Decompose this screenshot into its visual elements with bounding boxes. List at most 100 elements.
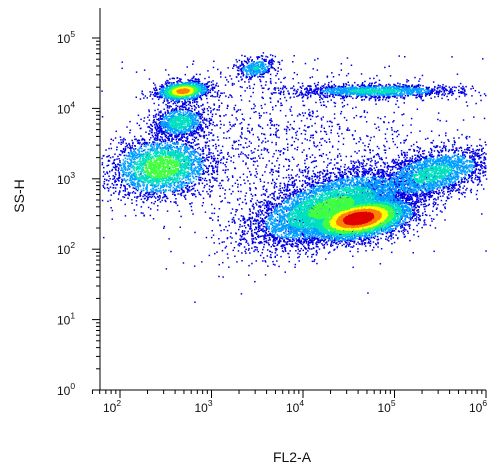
data-point [176,204,179,207]
data-point [424,188,426,190]
data-point [103,236,105,239]
data-point [301,82,304,85]
data-point [285,115,287,117]
data-point [261,212,263,215]
data-point [143,139,146,142]
data-point [170,105,172,108]
data-point [237,199,239,201]
data-point [218,208,221,210]
data-point [307,171,309,173]
data-point [189,109,191,112]
data-point [303,191,305,193]
data-point [241,78,243,80]
data-point [409,157,411,159]
data-point [404,235,406,238]
data-point [282,177,285,179]
data-point [419,78,421,80]
data-point [417,195,419,197]
data-point [415,97,417,99]
data-point [128,154,130,157]
data-point [220,184,223,187]
data-point [143,117,146,119]
data-point [298,168,301,171]
data-point [292,191,294,193]
data-point [222,261,224,264]
data-point [293,72,296,74]
data-point [111,182,113,185]
data-point [263,207,266,210]
data-point [216,92,219,94]
data-point [172,193,174,195]
data-point [339,169,341,172]
data-point [482,172,484,174]
data-point [122,148,125,151]
data-point [412,200,414,202]
data-point [163,225,166,228]
data-point [109,156,112,159]
data-point [352,245,355,247]
data-point [205,236,208,239]
data-point [238,242,240,245]
data-point [259,235,262,238]
data-point [286,169,288,171]
data-point [371,249,374,251]
data-point [418,157,421,159]
data-point [379,263,382,265]
data-point [191,193,193,195]
data-point [262,248,264,251]
data-point [193,187,195,190]
data-point [407,160,409,162]
data-point [194,193,196,196]
data-point [258,125,260,127]
data-point [120,139,122,141]
data-point [272,178,274,181]
data-point [196,131,199,134]
data-point [308,182,311,185]
data-point [286,146,289,149]
data-point [408,148,410,151]
data-point [153,116,155,119]
data-point [207,127,209,129]
data-point [253,83,256,86]
data-point [192,141,194,144]
data-point [262,59,265,61]
data-point [338,172,341,174]
data-point [159,85,161,88]
data-point [309,111,311,114]
data-point [289,178,291,181]
data-point [308,176,311,179]
data-point [300,171,302,174]
data-point [167,110,169,112]
data-point [230,212,232,214]
data-point [420,97,422,99]
data-point [175,104,177,107]
data-point [267,195,270,198]
data-point [241,235,243,238]
data-point [346,241,348,244]
data-point [438,151,441,154]
data-point [321,243,323,245]
data-point [237,80,240,82]
data-point [153,196,156,198]
data-point [252,237,255,240]
data-point [246,138,248,140]
data-point [318,198,321,200]
data-point [253,107,255,110]
data-point [401,195,404,198]
data-point [322,116,324,118]
data-point [214,252,216,255]
data-point [424,205,427,208]
data-point [386,170,388,173]
data-point [323,244,326,246]
data-point [326,120,329,123]
data-point [225,161,228,163]
data-point [474,178,476,180]
data-point [227,153,229,155]
data-point [258,236,260,238]
data-point [273,67,276,70]
data-point [246,219,248,222]
data-point [357,161,360,163]
data-point [155,86,157,89]
data-point [462,187,464,189]
data-point [293,185,295,187]
